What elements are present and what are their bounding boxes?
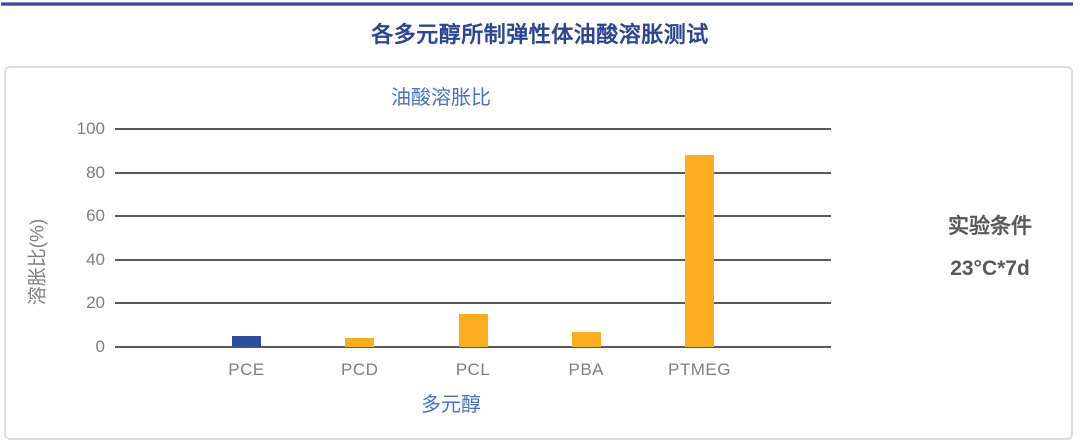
bar-ptmeg	[685, 155, 714, 347]
gridline-40	[115, 258, 831, 261]
y-tick-label-100: 100	[76, 119, 105, 138]
y-axis-title: 溶胀比(%)	[27, 218, 49, 306]
bar-pcd	[345, 338, 375, 347]
experiment-conditions-note: 实验条件 23°C*7d	[890, 210, 1080, 281]
x-tick-label-pba: PBA	[568, 360, 605, 379]
x-tick-label-pcl: PCL	[455, 360, 491, 379]
x-tick-label-pce: PCE	[228, 360, 265, 379]
experiment-conditions-label: 实验条件	[948, 215, 1032, 238]
bar-pcl	[458, 314, 488, 347]
x-tick-label-pcd: PCD	[341, 360, 379, 379]
bar-pce	[232, 336, 261, 347]
gridline-100	[115, 128, 831, 130]
plot-area: 0 20 40 60 80 100 PCE PCD PCL PBA PTMEG	[77, 119, 831, 379]
x-tick-label-ptmeg: PTMEG	[668, 360, 731, 379]
gridline-20	[115, 302, 831, 305]
bar-pba	[571, 331, 601, 347]
gridline-80	[115, 171, 831, 174]
y-tick-label-60: 60	[86, 206, 105, 226]
gridline-0	[115, 346, 831, 348]
top-accent-rule	[1, 2, 1073, 6]
page-title: 各多元醇所制弹性体油酸溶胀测试	[371, 22, 709, 47]
y-tick-label-80: 80	[86, 162, 105, 182]
x-axis-title: 多元醇	[421, 394, 481, 416]
y-tick-label-20: 20	[86, 293, 105, 313]
y-tick-label-40: 40	[86, 249, 105, 269]
chart-card: 油酸溶胀比 溶胀比(%) 0 20 40 60 80 100 PCE PCD PCL PBA PTM…	[4, 66, 1073, 440]
gridline-60	[115, 215, 831, 218]
chart-title: 油酸溶胀比	[391, 87, 491, 109]
experiment-conditions-value: 23°C*7d	[950, 257, 1030, 280]
y-tick-label-0: 0	[95, 337, 105, 356]
